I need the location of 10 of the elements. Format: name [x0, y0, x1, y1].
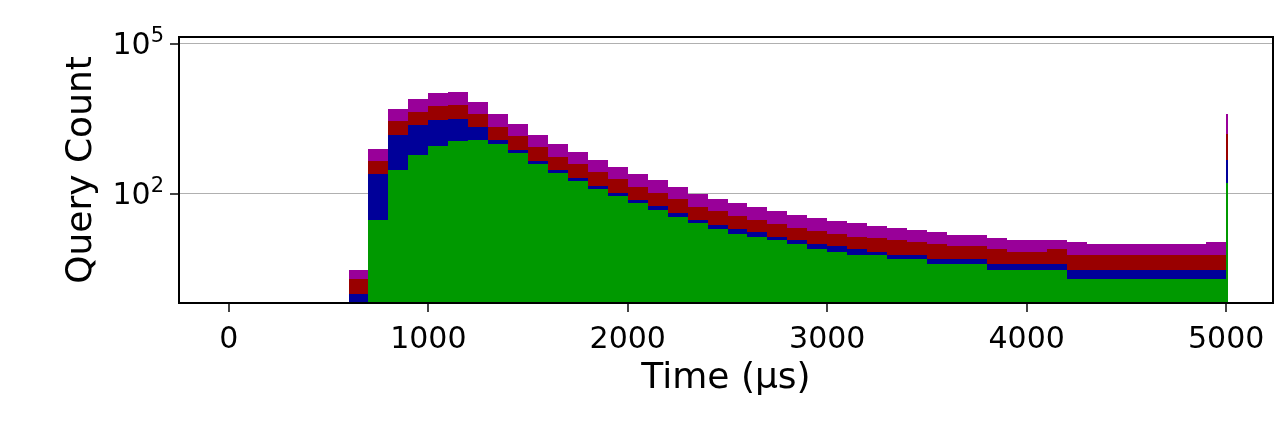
x-tick-label: 4000 — [988, 320, 1065, 355]
x-tick-label: 2000 — [589, 320, 666, 355]
y-tick-label: 10$^{5}$ — [112, 22, 164, 62]
y-axis-title: Query Count — [57, 56, 99, 284]
x-tick-label: 1000 — [390, 320, 467, 355]
x-tick-label: 3000 — [789, 320, 866, 355]
x-axis-title: Time (μs) — [640, 355, 811, 396]
x-tick-label: 0 — [219, 320, 239, 355]
y-tick-label: 10$^{2}$ — [112, 172, 164, 212]
x-tick-label: 5000 — [1187, 320, 1265, 355]
